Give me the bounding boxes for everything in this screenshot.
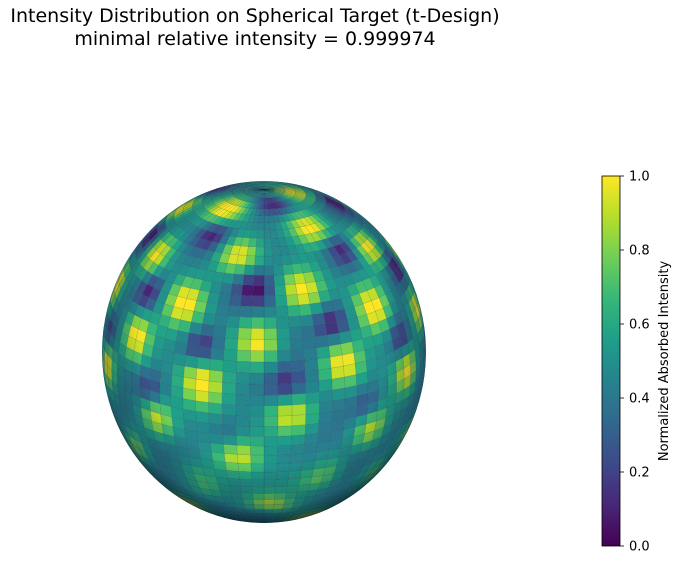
colorbar-label: Normalized Absorbed Intensity <box>657 261 672 462</box>
colorbar-tick-label: 0.0 <box>629 540 650 555</box>
chart-subtitle: minimal relative intensity = 0.999974 <box>74 28 436 50</box>
colorbar-tick-label: 0.4 <box>629 392 650 407</box>
colorbar-ticks: 0.0 0.2 0.4 0.6 0.8 1.0 <box>620 170 650 555</box>
chart-title-block: Intensity Distribution on Spherical Targ… <box>0 5 510 51</box>
colorbar-tick-label: 1.0 <box>629 170 650 185</box>
sphere-surface <box>102 181 426 523</box>
colorbar-tick-label: 0.2 <box>629 466 650 481</box>
colorbar-tick-label: 0.8 <box>629 244 650 259</box>
chart-title: Intensity Distribution on Spherical Targ… <box>10 5 500 27</box>
colorbar-gradient <box>601 175 621 547</box>
colorbar-tick-label: 0.6 <box>629 318 650 333</box>
